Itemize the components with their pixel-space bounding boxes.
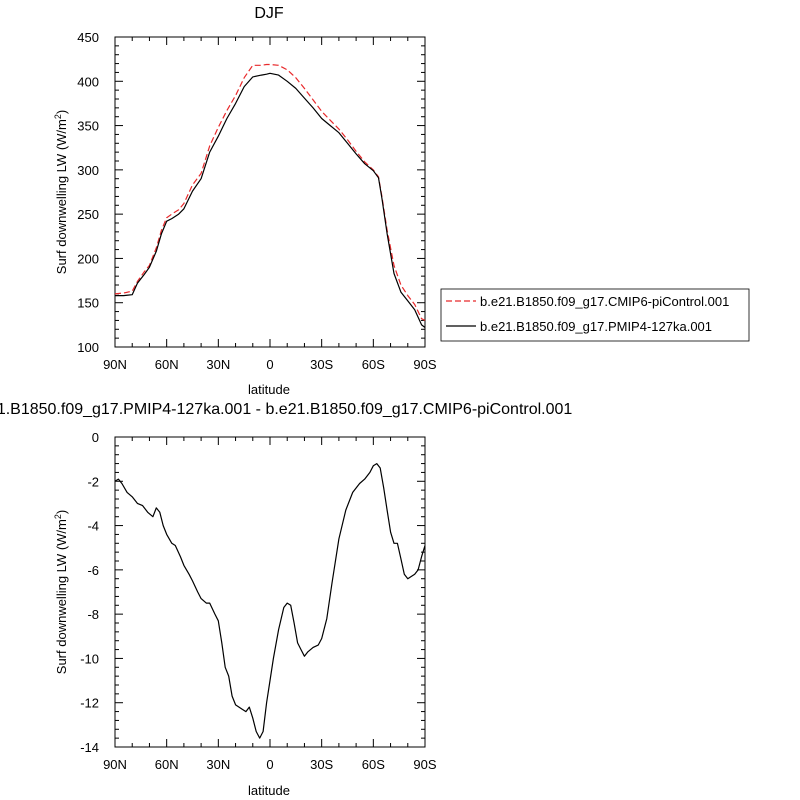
- bottom-axis-ticks: 90N 60N 30N 0 30S 60S 90S -14 -12 -10 -8 -6 -4 -2 0: [80, 430, 437, 772]
- y-tick-label: -8: [87, 607, 99, 622]
- top-y-axis-label: Surf downwelling LW (W/m2): [53, 110, 69, 274]
- legend-box: [440, 288, 750, 342]
- y-tick-label: 0: [92, 430, 99, 445]
- y-tick-label: 200: [77, 251, 99, 266]
- y-tick-label: 350: [77, 119, 99, 134]
- bottom-series-lines: [114, 463, 426, 739]
- y-tick-label: -4: [87, 519, 99, 534]
- x-tick-label: 60S: [362, 757, 385, 772]
- x-tick-label: 30N: [206, 757, 230, 772]
- x-tick-label: 30S: [310, 357, 333, 372]
- top-chart-title: DJF: [254, 5, 284, 22]
- top-axis-ticks: 90N 60N 30N 0 30S 60S 90S 100 150 200 250 300 350 400…: [77, 30, 437, 372]
- x-tick-label: 0: [266, 757, 273, 772]
- series-line-0-0: [114, 63, 426, 321]
- x-tick-label: 60N: [155, 357, 179, 372]
- series-line-0-1: [115, 72, 426, 328]
- top-plot-frame: [114, 36, 426, 348]
- x-tick-label: 0: [266, 357, 273, 372]
- y-tick-label: 150: [77, 296, 99, 311]
- y-tick-label: -12: [80, 696, 99, 711]
- legend-entry-picontrol: b.e21.B1850.f09_g17.CMIP6-piControl.001: [480, 294, 729, 309]
- y-tick-label: 450: [77, 30, 99, 45]
- legend: b.e21.B1850.f09_g17.CMIP6-piControl.001 …: [440, 288, 750, 342]
- y-tick-label: 400: [77, 74, 99, 89]
- x-tick-label: 30N: [206, 357, 230, 372]
- y-tick-label: -14: [80, 740, 99, 755]
- y-tick-label: -2: [87, 474, 99, 489]
- bottom-chart-title: b.e21.B1850.f09_g17.PMIP4-127ka.001 - b.…: [0, 401, 572, 418]
- top-chart-panel: DJF 90N 60N 30N 0 30S 60S 90S 100 150 200 250 300 35…: [53, 5, 750, 397]
- series-line-1-0: [114, 463, 426, 739]
- bottom-plot-frame: [114, 436, 426, 748]
- bottom-y-axis-label: Surf downwelling LW (W/m2): [53, 510, 69, 674]
- y-tick-label: -10: [80, 651, 99, 666]
- top-series-lines: [114, 63, 426, 328]
- x-tick-label: 90N: [103, 357, 127, 372]
- bottom-x-axis-label: latitude: [248, 783, 290, 798]
- y-tick-label: 300: [77, 163, 99, 178]
- y-tick-label: 250: [77, 207, 99, 222]
- x-tick-label: 90S: [413, 357, 436, 372]
- bottom-chart-panel: b.e21.B1850.f09_g17.PMIP4-127ka.001 - b.…: [0, 401, 572, 798]
- top-x-axis-label: latitude: [248, 382, 290, 397]
- x-tick-label: 90N: [103, 757, 127, 772]
- y-tick-label: -6: [87, 563, 99, 578]
- x-tick-label: 60N: [155, 757, 179, 772]
- x-tick-label: 60S: [362, 357, 385, 372]
- legend-entry-127ka: b.e21.B1850.f09_g17.PMIP4-127ka.001: [480, 319, 712, 334]
- y-tick-label: 100: [77, 340, 99, 355]
- x-tick-label: 90S: [413, 757, 436, 772]
- x-tick-label: 30S: [310, 757, 333, 772]
